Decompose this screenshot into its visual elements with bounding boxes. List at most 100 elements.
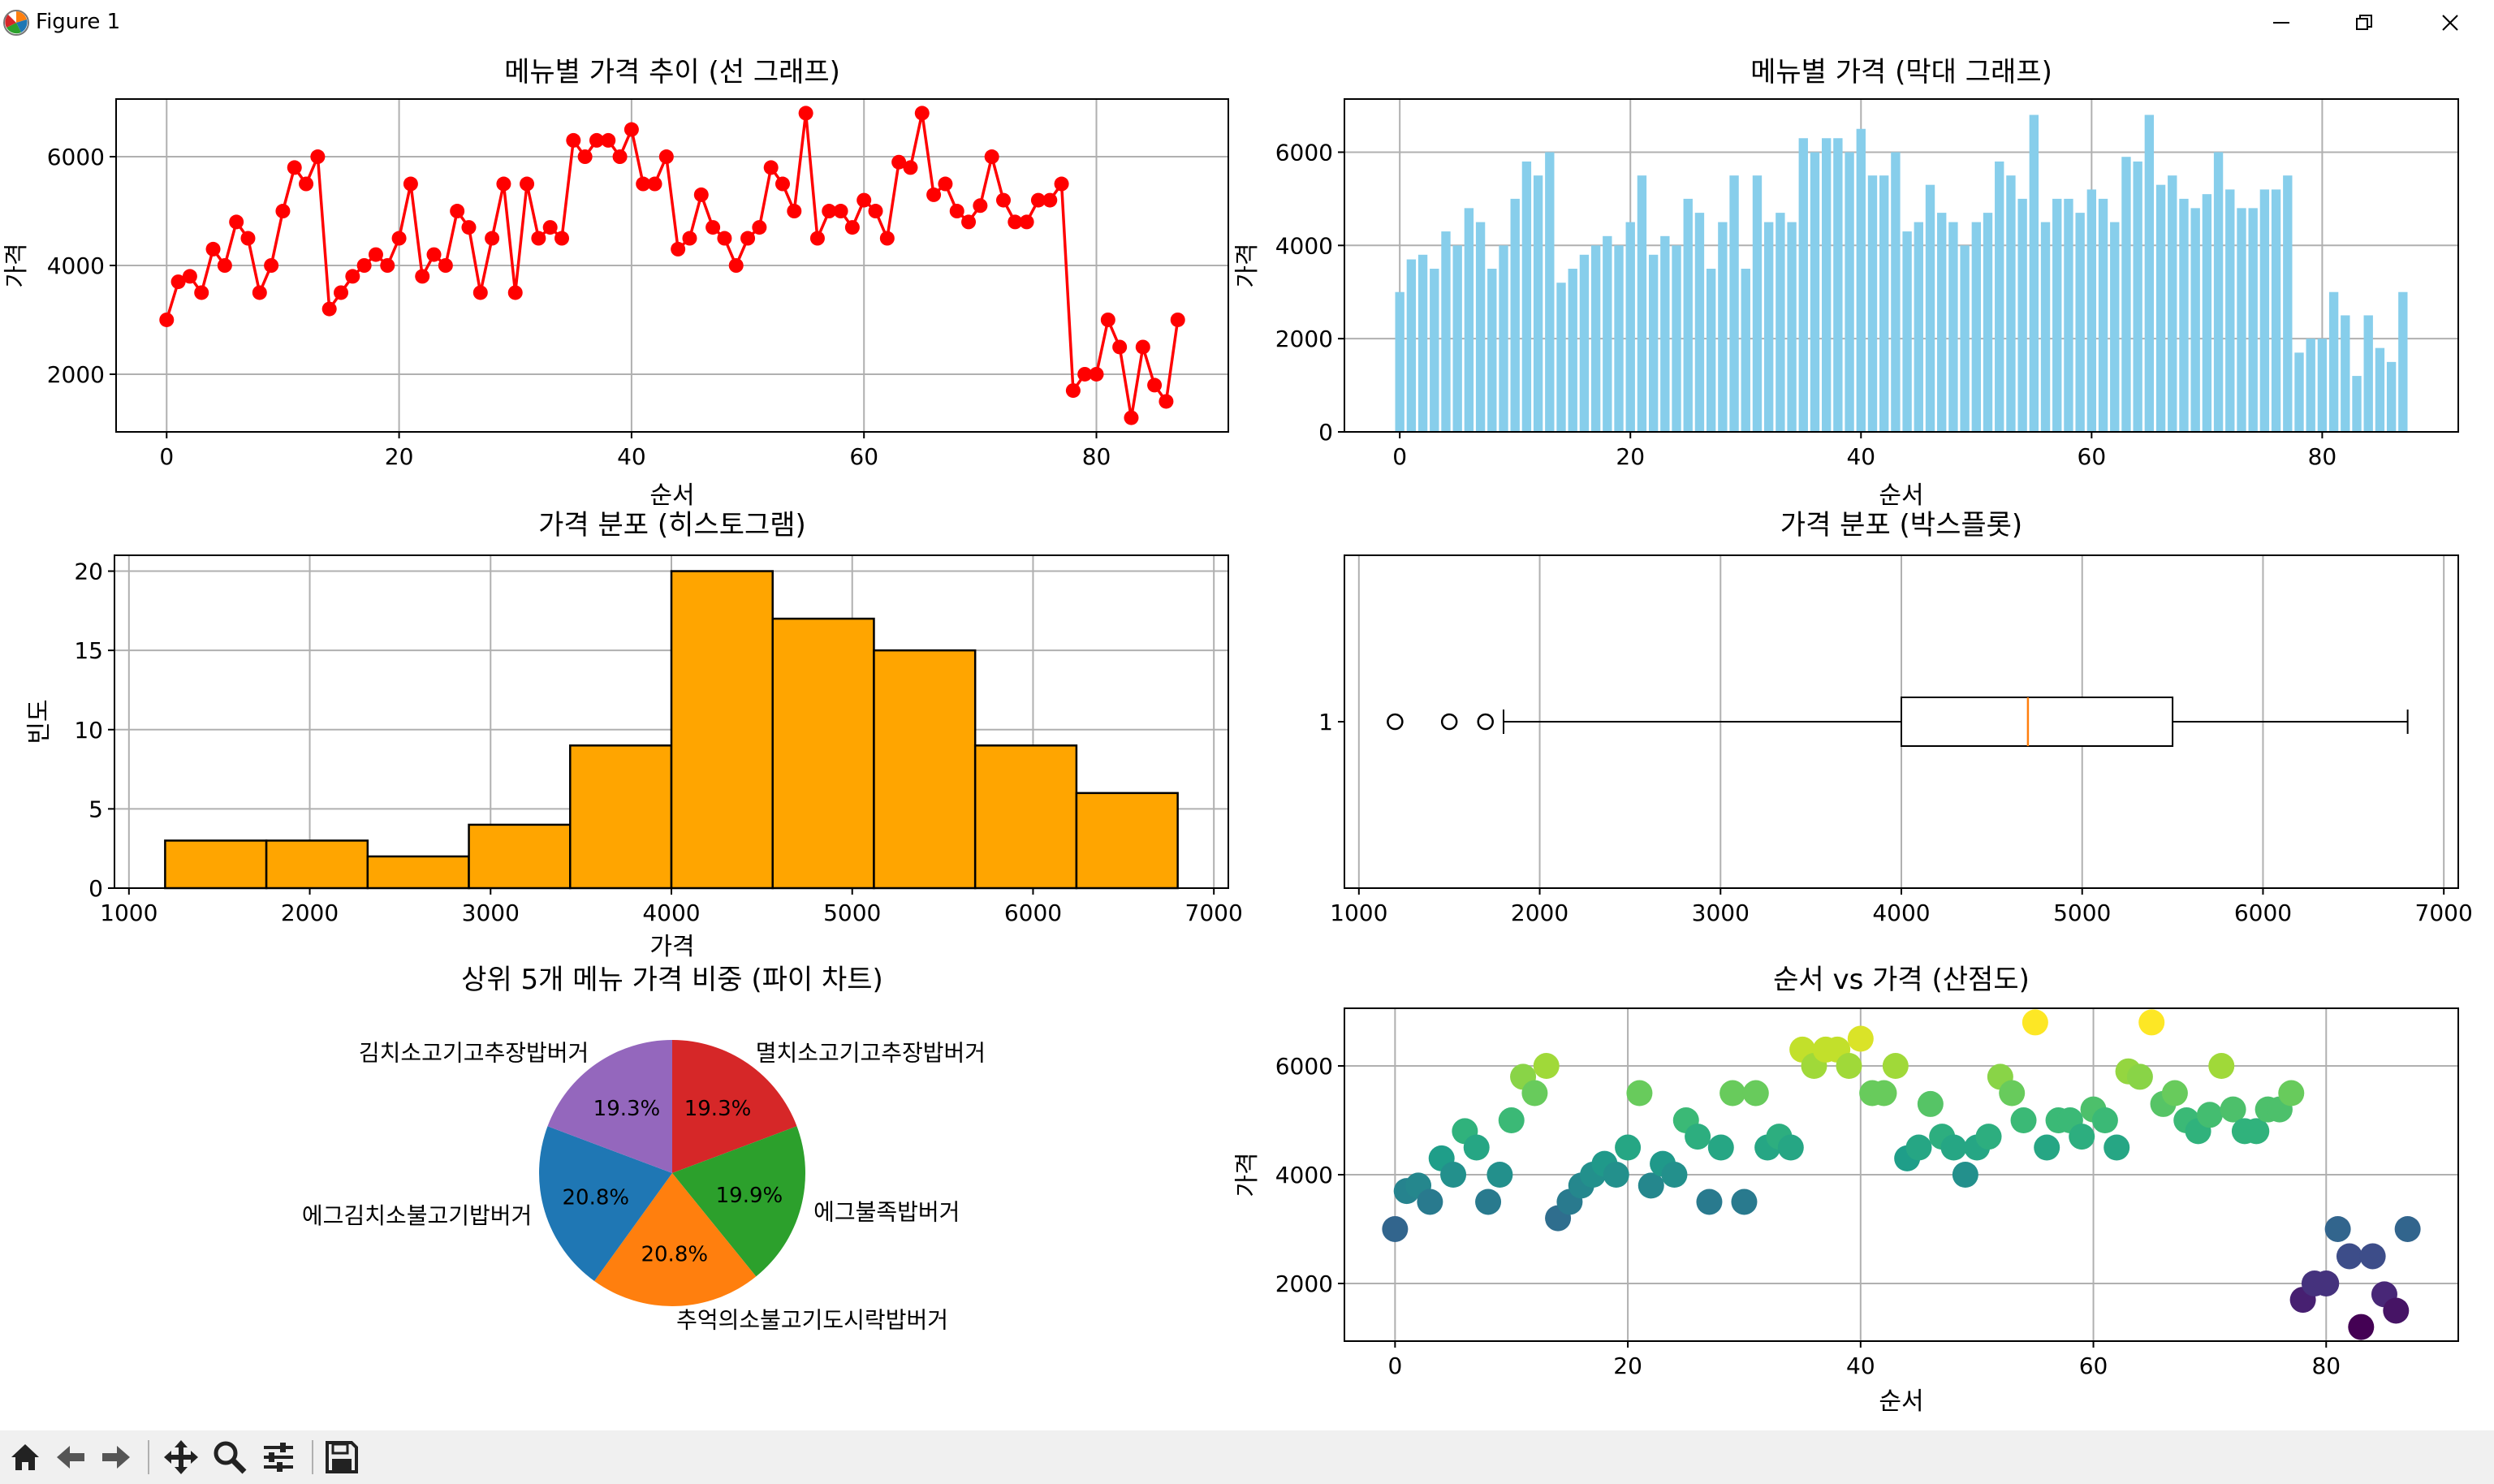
histogram-xtick-label: 4000: [642, 899, 700, 926]
scatter-xtick-label: 20: [1613, 1352, 1642, 1379]
bar: [2341, 315, 2350, 432]
line-point: [728, 258, 744, 273]
line-point: [1065, 383, 1081, 399]
bar: [1902, 231, 1912, 432]
bar: [1776, 213, 1785, 432]
boxplot-outlier: [1477, 713, 1494, 731]
scatter-point: [2069, 1124, 2095, 1150]
close-button[interactable]: [2410, 0, 2491, 45]
histogram-ytick-label: 15: [74, 637, 103, 664]
line-point: [461, 220, 477, 235]
line-point: [903, 160, 918, 175]
histogram-xlabel: 가격: [649, 933, 694, 961]
bar: [2168, 175, 2177, 432]
line-point: [1147, 377, 1163, 393]
boxplot-outlier: [1387, 713, 1404, 731]
bar: [1464, 208, 1474, 432]
line-point: [252, 285, 267, 300]
histogram-xtick-label: 6000: [1004, 899, 1062, 926]
boxplot-xtick-label: 1000: [1330, 899, 1387, 926]
scatter-point: [1661, 1162, 1688, 1188]
scatter-point: [1847, 1025, 1874, 1052]
scatter-point: [1707, 1134, 1734, 1161]
bar: [2294, 352, 2304, 432]
scatter-point: [2022, 1009, 2048, 1036]
scatter-point: [1486, 1162, 1513, 1188]
bar: [1879, 175, 1889, 432]
pie-slice: [539, 1126, 672, 1281]
line-point: [485, 231, 500, 246]
line-point: [472, 285, 488, 300]
scatter-point: [1603, 1162, 1629, 1188]
bar: [1590, 245, 1601, 432]
line-point: [693, 187, 709, 202]
scatter-point: [1952, 1162, 1978, 1188]
zoom-icon: [214, 1441, 247, 1474]
scatter-xtick-label: 60: [2079, 1352, 2108, 1379]
bar: [2317, 339, 2328, 432]
pan-button[interactable]: [161, 1437, 201, 1478]
scatter-point: [1440, 1162, 1467, 1188]
line-point: [682, 231, 697, 246]
bar: [1395, 291, 1404, 432]
bar: [1810, 152, 1820, 432]
line-chart-xtick-label: 40: [617, 443, 646, 470]
bar: [1637, 175, 1647, 432]
pie-slice-label: 김치소고기고추장밥버거: [359, 1040, 589, 1067]
line-point: [601, 132, 616, 148]
restore-button[interactable]: [2324, 0, 2405, 45]
line-point: [1112, 339, 1128, 355]
histogram-bin: [771, 617, 875, 890]
scatter-point: [1498, 1107, 1525, 1134]
line-point: [264, 258, 279, 273]
bar: [2328, 291, 2339, 432]
pie-slice-label: 멸치소고기고추장밥버거: [756, 1040, 986, 1067]
minimize-button[interactable]: [2241, 0, 2322, 45]
bar: [2179, 198, 2189, 433]
line-point: [310, 149, 326, 165]
back-button[interactable]: [50, 1437, 91, 1478]
home-button[interactable]: [5, 1437, 45, 1478]
bar: [2040, 222, 2051, 432]
bar: [1971, 222, 1981, 432]
scatter-point: [1475, 1188, 1502, 1215]
pie-percent-label: 19.3%: [684, 1097, 752, 1121]
line-point: [589, 132, 604, 148]
histogram-bin: [873, 649, 977, 890]
boxplot-box: [1901, 697, 2174, 747]
line-point: [1077, 366, 1093, 382]
line-series: [165, 113, 1180, 418]
configure-subplots-button[interactable]: [258, 1437, 299, 1478]
histogram-marks: [164, 570, 1179, 890]
line-chart-title: 메뉴별 가격 추이 (선 그래프): [504, 56, 840, 88]
line-point: [321, 301, 337, 317]
line-chart-ticks: 0 20 40 60 80 2000 4000 6000: [47, 144, 1111, 470]
line-point: [299, 176, 314, 192]
boxplot-ticks: 1000 2000 3000 4000 5000 6000 7000 1: [1318, 709, 2473, 926]
line-point: [438, 258, 453, 273]
line-point: [984, 149, 999, 165]
line-point: [496, 176, 511, 192]
histogram-xtick-label: 3000: [462, 899, 520, 926]
save-button[interactable]: [321, 1437, 362, 1478]
boxplot-xtick-label: 2000: [1511, 899, 1568, 926]
scatter-point: [1637, 1172, 1664, 1199]
bar: [1452, 245, 1462, 432]
scatter-point: [2034, 1134, 2060, 1161]
bar: [2144, 114, 2155, 432]
scatter-point: [2394, 1215, 2421, 1242]
line-point: [1019, 214, 1034, 230]
bar: [2352, 376, 2362, 432]
pie-chart-marks: 19.3% 멸치소고기고추장밥버거 19.9% 에그불족밥버거 20.8% 추억의소불고기…: [302, 1040, 986, 1334]
bar: [1995, 161, 2004, 432]
line-point: [403, 176, 418, 192]
bar: [2006, 175, 2016, 432]
bar: [2398, 291, 2408, 432]
bar: [1822, 138, 1832, 432]
zoom-button[interactable]: [209, 1437, 250, 1478]
forward-button[interactable]: [96, 1437, 136, 1478]
scatter-point: [1836, 1053, 1862, 1080]
bar: [2248, 208, 2258, 432]
pie-slice-label: 추억의소불고기도시락밥버거: [676, 1306, 948, 1333]
bar: [1891, 152, 1901, 432]
